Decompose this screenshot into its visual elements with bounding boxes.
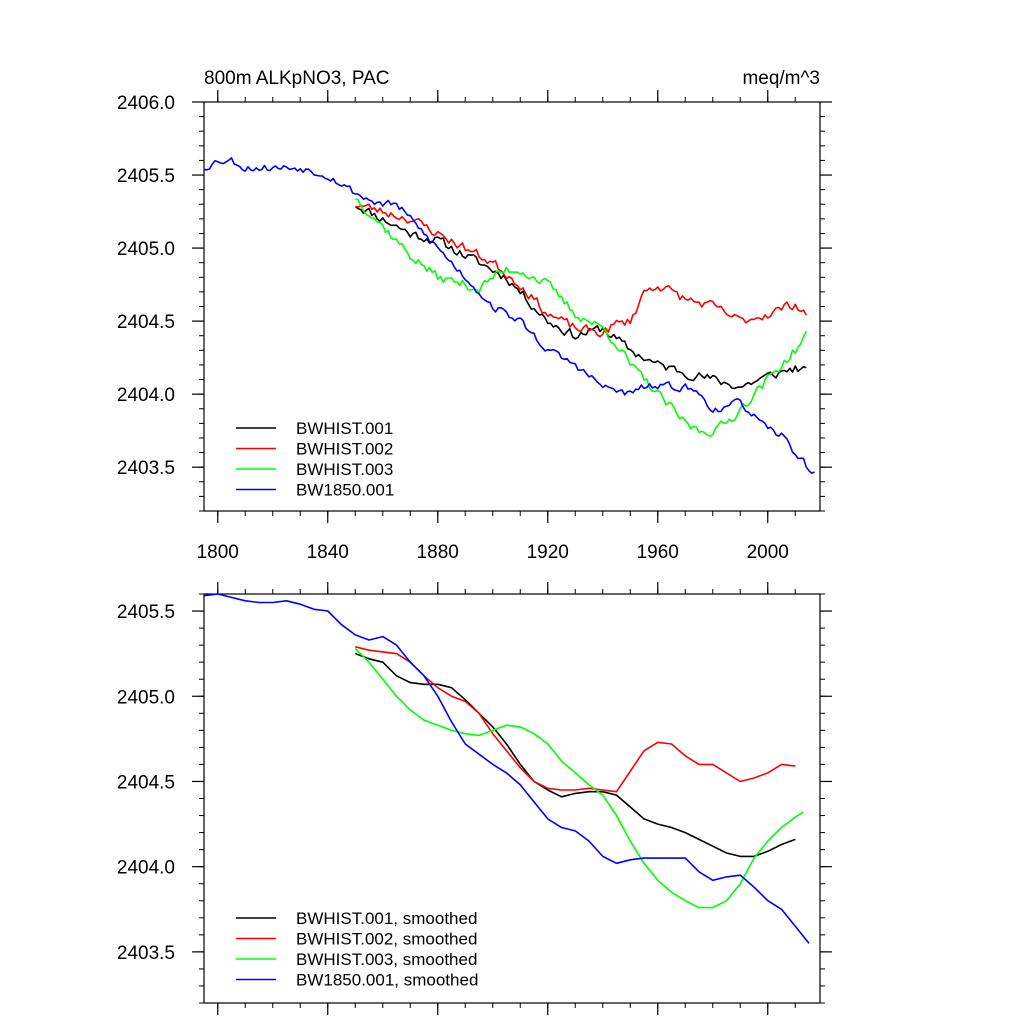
x-tick-label: 1920	[527, 542, 569, 563]
x-tick-label: 1800	[197, 542, 239, 563]
y-tick-label: 2405.5	[117, 166, 175, 187]
legend-label: BWHIST.001, smoothed	[296, 909, 477, 928]
series-line	[355, 198, 808, 438]
units-label: meq/m^3	[742, 68, 820, 89]
y-tick-label: 2403.5	[117, 458, 175, 479]
y-tick-label: 2404.0	[117, 385, 175, 406]
series-line	[355, 203, 807, 338]
y-tick-label: 2404.5	[117, 772, 175, 793]
series-line	[203, 157, 815, 475]
legend-label: BWHIST.001	[296, 419, 393, 438]
series-line	[355, 646, 796, 793]
y-tick-label: 2405.0	[117, 687, 175, 708]
x-tick-label: 1880	[417, 542, 459, 563]
series-line	[354, 205, 807, 390]
series-line	[355, 652, 796, 858]
y-tick-label: 2403.5	[117, 943, 175, 964]
top-chart-panel: 800m ALKpNO3, PAC meq/m^3 2403.5 2404.0 24…	[117, 68, 832, 563]
legend-label: BWHIST.002, smoothed	[296, 930, 477, 949]
x-tick-label: 1840	[307, 542, 349, 563]
y-tick-label: 2404.0	[117, 858, 175, 879]
legend-label: BWHIST.003, smoothed	[296, 950, 477, 969]
bottom-chart-panel: 2403.5 2404.0 2404.5 2405.0 2405.5 BWHIST.001…	[117, 582, 832, 1015]
x-tick-label: 2000	[747, 542, 789, 563]
y-tick-label: 2405.0	[117, 239, 175, 260]
legend-label: BWHIST.003	[296, 460, 393, 479]
y-tick-label: 2406.0	[117, 93, 175, 114]
y-tick-label: 2405.5	[117, 602, 175, 623]
series-line	[354, 647, 804, 909]
chart-title: 800m ALKpNO3, PAC	[204, 68, 390, 89]
y-tick-label: 2404.5	[117, 312, 175, 333]
x-tick-label: 1960	[637, 542, 679, 563]
legend-label: BW1850.001, smoothed	[296, 971, 478, 990]
legend-label: BWHIST.002	[296, 440, 393, 459]
series-line	[203, 593, 810, 944]
legend-label: BW1850.001	[296, 481, 394, 500]
